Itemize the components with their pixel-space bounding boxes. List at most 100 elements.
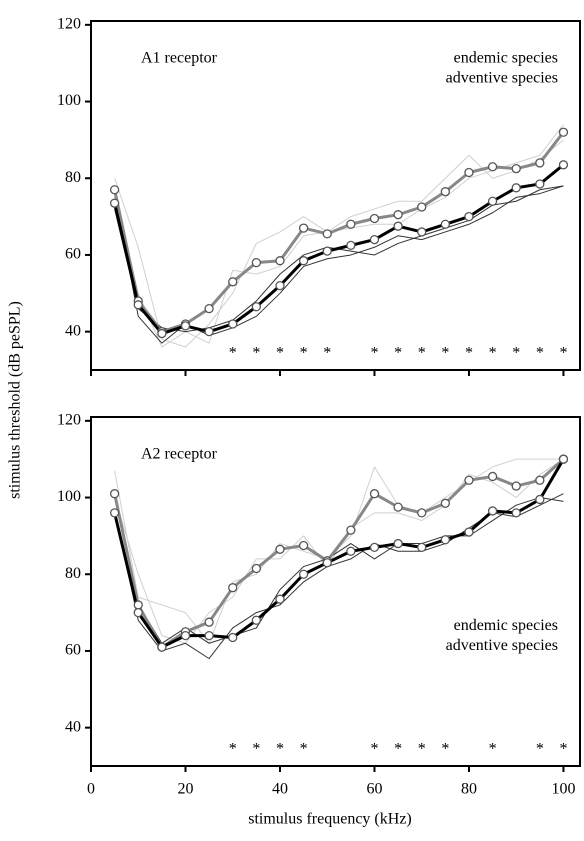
data-point: [133, 300, 143, 310]
x-tick-label: 100: [551, 781, 575, 798]
significance-marker: *: [252, 741, 260, 758]
data-point: [535, 475, 545, 485]
data-point: [109, 185, 120, 195]
significance-marker: *: [300, 741, 308, 758]
data-point: [180, 321, 191, 331]
data-point: [417, 202, 427, 212]
data-point: [204, 326, 214, 337]
data-point: [109, 489, 120, 499]
x-tick-label: 60: [366, 781, 382, 798]
significance-marker: *: [229, 345, 237, 362]
significance-marker: *: [489, 741, 497, 758]
data-point: [487, 196, 498, 206]
data-point: [369, 213, 380, 224]
panel-label: A2 receptor: [141, 446, 218, 463]
x-tick-label: 0: [87, 781, 95, 798]
significance-marker: *: [465, 345, 473, 362]
data-point: [180, 630, 191, 641]
data-point: [464, 167, 474, 178]
significance-marker: *: [323, 345, 331, 362]
data-point: [228, 583, 238, 593]
significance-marker: *: [370, 345, 378, 362]
data-point: [440, 498, 450, 508]
y-tick-label: 120: [57, 412, 81, 429]
significance-marker: *: [394, 345, 402, 362]
data-point: [346, 525, 356, 535]
x-tick-label: 80: [461, 781, 477, 798]
legend-label: adventive species: [446, 637, 558, 654]
plot-frame: [90, 20, 581, 371]
significance-marker: *: [370, 741, 378, 758]
significance-marker: *: [489, 345, 497, 362]
data-point: [275, 594, 285, 604]
data-point: [369, 489, 380, 499]
data-point: [228, 319, 238, 329]
data-point: [558, 454, 569, 464]
significance-marker: *: [441, 345, 449, 362]
data-point: [157, 328, 167, 339]
y-axis-label: stimulus threshold (dB peSPL): [7, 301, 24, 499]
y-tick-label: 60: [65, 642, 81, 659]
significance-marker: *: [512, 345, 520, 362]
data-point: [322, 229, 332, 239]
data-point: [204, 630, 214, 641]
y-tick-label: 120: [57, 16, 81, 33]
data-point: [133, 607, 143, 618]
data-point: [535, 494, 545, 505]
data-point: [440, 187, 450, 197]
significance-marker: *: [418, 345, 426, 362]
data-point: [275, 544, 285, 554]
data-point: [464, 211, 474, 222]
data-point: [275, 256, 285, 266]
series-line: [113, 131, 565, 334]
data-point: [535, 179, 545, 189]
data-point: [511, 164, 521, 174]
data-point: [346, 240, 356, 251]
significance-marker: *: [394, 741, 402, 758]
series-line: [114, 185, 564, 333]
data-point: [487, 471, 498, 482]
legend-label: endemic species: [454, 617, 558, 634]
significance-marker: *: [536, 345, 544, 362]
significance-marker: *: [276, 741, 284, 758]
data-point: [298, 256, 309, 266]
data-point: [228, 632, 238, 643]
data-point: [204, 617, 214, 627]
significance-marker: *: [252, 345, 260, 362]
data-point: [251, 563, 262, 574]
plot-frame: [90, 416, 581, 767]
data-point: [558, 127, 569, 137]
series-line: [113, 163, 565, 336]
data-point: [109, 198, 120, 208]
data-point: [251, 257, 262, 268]
series-line: [114, 139, 564, 348]
data-point: [322, 558, 332, 568]
data-point: [251, 615, 262, 625]
data-point: [511, 183, 521, 193]
data-point: [464, 527, 474, 537]
data-point: [204, 303, 214, 314]
significance-marker: *: [559, 345, 567, 362]
data-point: [440, 535, 450, 545]
significance-marker: *: [559, 741, 567, 758]
y-tick-label: 100: [57, 488, 81, 505]
significance-marker: *: [300, 345, 308, 362]
data-point: [440, 219, 450, 229]
significance-marker: *: [418, 741, 426, 758]
data-point: [369, 234, 380, 245]
y-tick-label: 80: [65, 169, 81, 186]
y-tick-label: 40: [65, 718, 81, 735]
data-point: [558, 160, 569, 170]
legend-label: endemic species: [454, 50, 558, 67]
data-point: [298, 223, 309, 233]
data-point: [346, 546, 356, 556]
data-point: [298, 540, 309, 551]
y-tick-label: 40: [65, 322, 81, 339]
y-tick-label: 100: [57, 92, 81, 109]
data-point: [298, 569, 309, 579]
data-point: [157, 642, 167, 652]
significance-marker: *: [276, 345, 284, 362]
data-point: [322, 246, 332, 256]
